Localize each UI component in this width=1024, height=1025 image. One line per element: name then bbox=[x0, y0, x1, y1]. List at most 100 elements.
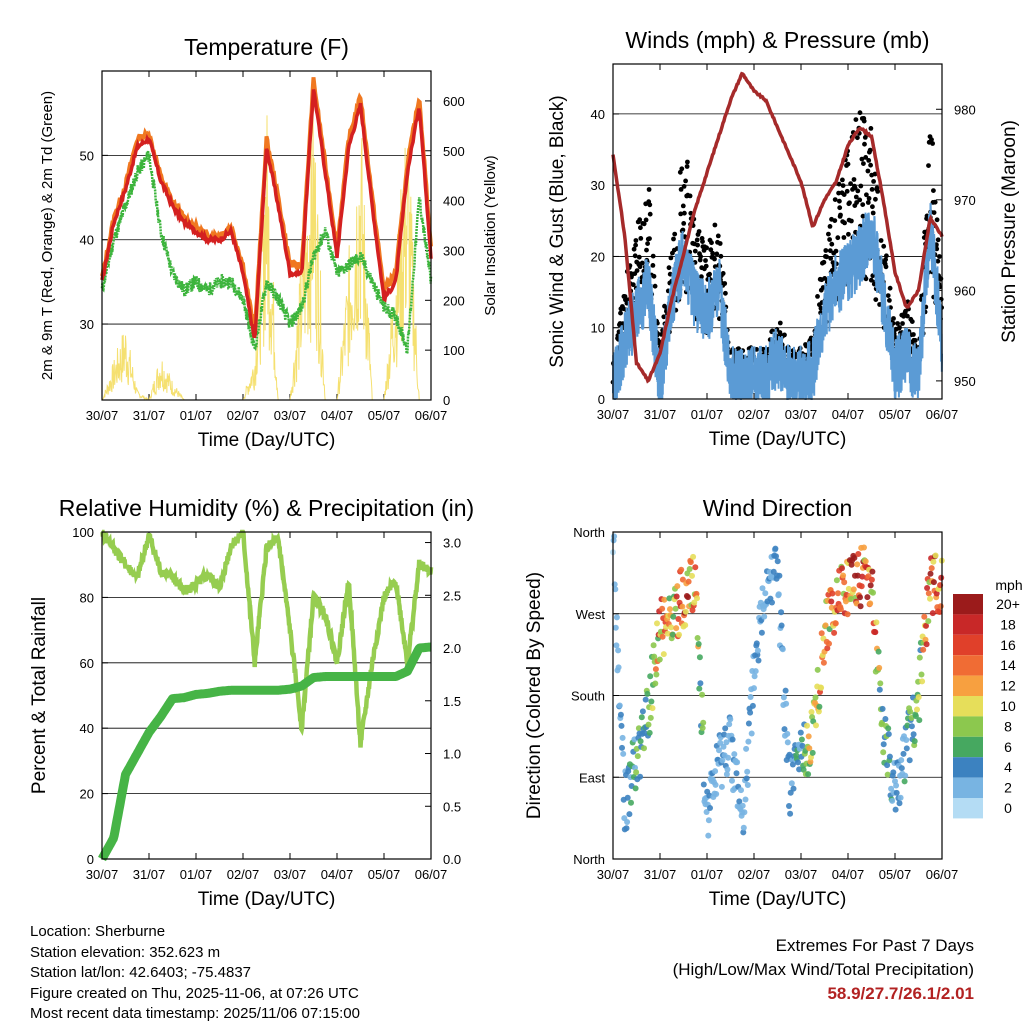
extremes-values: 58.9/27.7/26.1/2.01 bbox=[827, 984, 974, 1003]
gust-point bbox=[712, 222, 718, 228]
gust-point bbox=[652, 283, 658, 289]
y-tick-label-right: 1.5 bbox=[443, 694, 461, 709]
gust-point bbox=[861, 118, 867, 124]
direction-point bbox=[884, 762, 891, 769]
direction-point bbox=[646, 729, 653, 736]
direction-point bbox=[920, 646, 927, 653]
gust-point bbox=[929, 137, 934, 143]
gust-point bbox=[671, 236, 676, 242]
gust-point bbox=[826, 231, 831, 237]
direction-point bbox=[790, 785, 797, 792]
legend-title: mph bbox=[995, 577, 1022, 593]
direction-point bbox=[615, 647, 622, 654]
direction-point bbox=[877, 680, 884, 687]
gust-point bbox=[866, 196, 872, 201]
direction-point bbox=[798, 736, 805, 743]
gust-point bbox=[828, 256, 834, 261]
direction-point bbox=[652, 680, 659, 687]
direction-point bbox=[719, 757, 726, 764]
gust-point bbox=[696, 229, 702, 234]
wind-line bbox=[612, 203, 943, 400]
x-tick-label: 06/07 bbox=[415, 867, 448, 882]
direction-point bbox=[787, 810, 794, 817]
direction-point bbox=[645, 721, 652, 728]
x-tick-label: 04/07 bbox=[321, 867, 354, 882]
direction-point bbox=[660, 651, 667, 658]
x-tick-label: 05/07 bbox=[879, 407, 912, 422]
direction-point bbox=[727, 716, 734, 723]
gust-point bbox=[884, 253, 889, 259]
direction-point bbox=[879, 705, 886, 712]
direction-point bbox=[692, 564, 699, 571]
x-tick-label: 02/07 bbox=[227, 867, 260, 882]
gust-point bbox=[862, 141, 867, 147]
gust-point bbox=[832, 197, 838, 203]
gust-point bbox=[897, 325, 902, 330]
direction-point bbox=[925, 618, 932, 625]
direction-point bbox=[672, 605, 679, 612]
gust-point bbox=[633, 242, 638, 248]
gust-point bbox=[636, 254, 642, 260]
gust-point bbox=[703, 263, 709, 269]
y-tick-label: 100 bbox=[72, 525, 94, 540]
y-tick-label: 60 bbox=[80, 656, 94, 671]
plot-border bbox=[612, 531, 943, 860]
direction-point bbox=[786, 803, 792, 809]
direction-point bbox=[656, 656, 663, 663]
x-axis-label: Time (Day/UTC) bbox=[709, 429, 847, 450]
latlon-text: Station lat/lon: 42.6403; -75.4837 bbox=[30, 964, 252, 981]
direction-point bbox=[729, 777, 735, 784]
gust-point bbox=[638, 236, 644, 241]
direction-point bbox=[774, 558, 781, 565]
y-tick-label-right: 200 bbox=[443, 293, 465, 308]
direction-point bbox=[729, 736, 736, 743]
direction-point bbox=[700, 781, 707, 788]
gust-point bbox=[859, 156, 865, 162]
direction-point bbox=[862, 558, 869, 565]
gust-point bbox=[872, 171, 878, 177]
extremes-panel: Extremes For Past 7 Days (High/Low/Max W… bbox=[673, 934, 974, 1006]
gust-point bbox=[623, 297, 629, 302]
direction-point bbox=[697, 680, 704, 687]
direction-point bbox=[740, 829, 747, 836]
direction-point bbox=[828, 598, 835, 605]
legend-label: 20+ bbox=[996, 596, 1020, 612]
direction-point bbox=[736, 798, 743, 805]
direction-point bbox=[805, 733, 812, 740]
direction-point bbox=[804, 722, 810, 729]
direction-point bbox=[779, 646, 786, 653]
direction-point bbox=[851, 554, 858, 561]
direction-point bbox=[876, 664, 883, 671]
gust-point bbox=[684, 164, 690, 169]
direction-point bbox=[618, 722, 625, 729]
gust-point bbox=[863, 155, 869, 160]
gust-point bbox=[650, 263, 656, 268]
direction-point bbox=[659, 633, 666, 640]
direction-point bbox=[705, 817, 712, 824]
gust-point bbox=[672, 231, 678, 237]
direction-point bbox=[705, 832, 712, 839]
direction-point bbox=[758, 629, 765, 636]
direction-point bbox=[916, 717, 923, 724]
direction-point bbox=[615, 664, 622, 671]
x-tick-label: 03/07 bbox=[785, 867, 818, 882]
direction-point bbox=[738, 787, 744, 794]
gust-point bbox=[639, 260, 645, 266]
gust-point bbox=[840, 177, 845, 183]
direction-point bbox=[734, 759, 741, 766]
direction-point bbox=[867, 582, 874, 589]
direction-point bbox=[619, 744, 625, 751]
legend-swatch bbox=[953, 736, 983, 758]
gust-point bbox=[934, 246, 940, 252]
direction-point bbox=[807, 758, 814, 765]
gust-point bbox=[883, 264, 889, 270]
direction-point bbox=[818, 630, 825, 637]
direction-point bbox=[778, 622, 785, 629]
direction-point bbox=[712, 768, 719, 775]
gust-point bbox=[638, 225, 643, 231]
direction-point bbox=[612, 624, 619, 631]
direction-point bbox=[796, 766, 803, 773]
direction-point bbox=[858, 583, 865, 590]
direction-point bbox=[805, 771, 812, 778]
legend-swatch bbox=[953, 777, 983, 798]
